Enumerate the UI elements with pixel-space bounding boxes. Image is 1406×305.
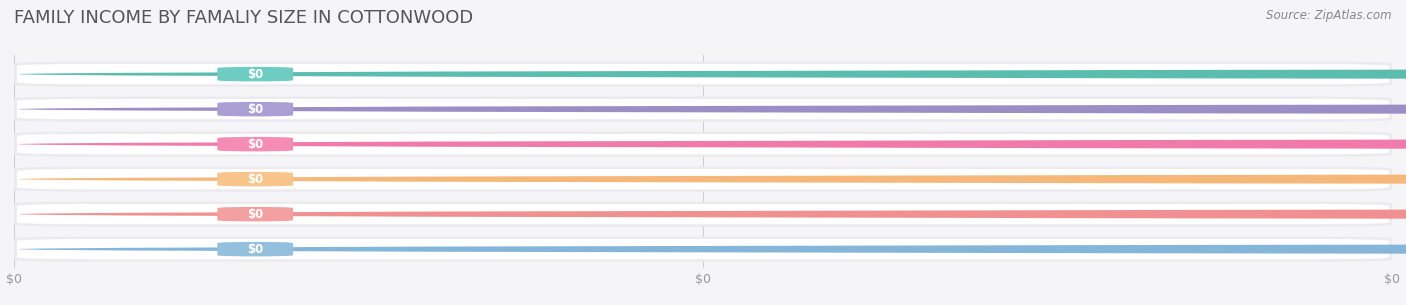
Ellipse shape xyxy=(18,205,1406,223)
Text: $0: $0 xyxy=(247,68,263,81)
FancyBboxPatch shape xyxy=(17,99,1389,119)
Ellipse shape xyxy=(18,65,1406,83)
FancyBboxPatch shape xyxy=(218,172,292,186)
Text: $0: $0 xyxy=(247,208,263,221)
FancyBboxPatch shape xyxy=(14,97,1392,122)
Text: $0: $0 xyxy=(247,138,263,151)
Text: $0: $0 xyxy=(247,173,263,186)
Ellipse shape xyxy=(18,240,1406,258)
FancyBboxPatch shape xyxy=(17,239,1389,259)
FancyBboxPatch shape xyxy=(14,237,1392,262)
Ellipse shape xyxy=(18,170,1406,188)
FancyBboxPatch shape xyxy=(17,204,1389,224)
FancyBboxPatch shape xyxy=(14,202,1392,227)
FancyBboxPatch shape xyxy=(218,242,292,257)
FancyBboxPatch shape xyxy=(218,67,292,81)
FancyBboxPatch shape xyxy=(17,64,1389,84)
Text: Source: ZipAtlas.com: Source: ZipAtlas.com xyxy=(1267,9,1392,22)
FancyBboxPatch shape xyxy=(17,169,1389,189)
FancyBboxPatch shape xyxy=(14,131,1392,157)
FancyBboxPatch shape xyxy=(14,62,1392,87)
FancyBboxPatch shape xyxy=(14,167,1392,192)
Text: FAMILY INCOME BY FAMALIY SIZE IN COTTONWOOD: FAMILY INCOME BY FAMALIY SIZE IN COTTONW… xyxy=(14,9,474,27)
FancyBboxPatch shape xyxy=(17,134,1389,154)
Text: $0: $0 xyxy=(247,103,263,116)
FancyBboxPatch shape xyxy=(218,207,292,221)
FancyBboxPatch shape xyxy=(218,137,292,152)
Text: $0: $0 xyxy=(247,243,263,256)
FancyBboxPatch shape xyxy=(218,102,292,117)
Ellipse shape xyxy=(18,135,1406,153)
Ellipse shape xyxy=(18,100,1406,118)
